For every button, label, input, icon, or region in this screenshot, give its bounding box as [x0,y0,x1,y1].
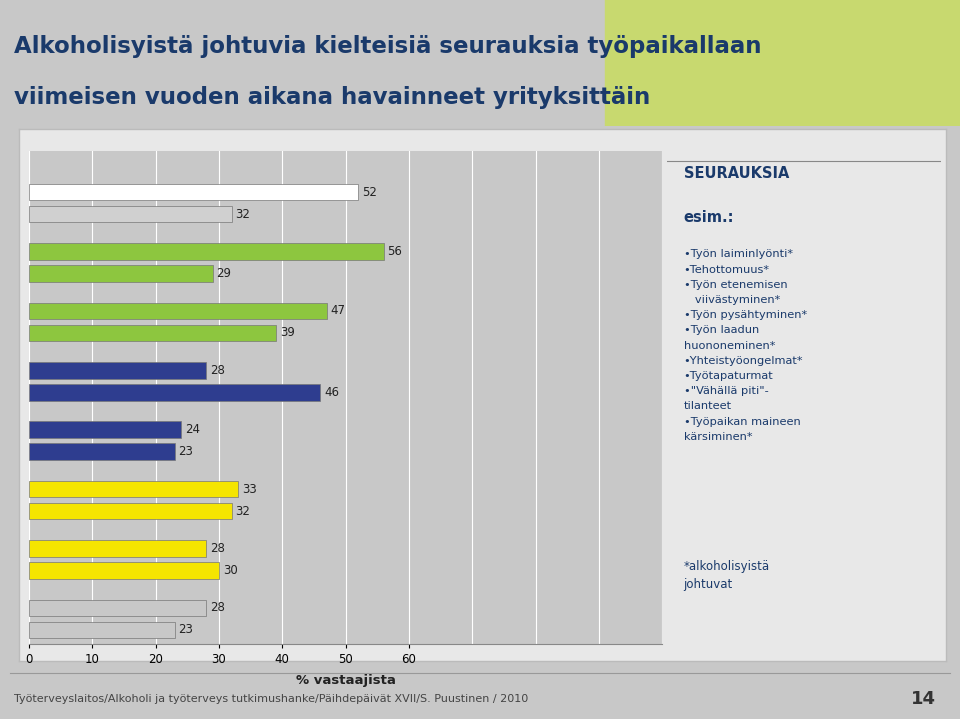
Bar [29,184,358,201]
Text: 30: 30 [223,564,237,577]
Bar [29,503,231,519]
Text: 32: 32 [235,505,251,518]
Bar [29,621,175,638]
Text: 47: 47 [330,304,346,318]
Bar [29,325,276,342]
Text: 28: 28 [210,601,225,614]
Bar [29,206,231,222]
Text: 32: 32 [235,208,251,221]
Bar [29,243,384,260]
Text: *alkoholisyistä
johtuvat: *alkoholisyistä johtuvat [684,560,770,591]
Text: 14: 14 [911,690,936,707]
Text: 52: 52 [362,186,377,198]
Text: 23: 23 [179,623,193,636]
Bar [29,421,180,438]
Text: 39: 39 [279,326,295,339]
Text: 29: 29 [216,267,231,280]
FancyBboxPatch shape [605,0,960,157]
Text: Alkoholisyistä johtuvia kielteisiä seurauksia työpaikallaan: Alkoholisyistä johtuvia kielteisiä seura… [14,35,762,58]
Text: Työterveyslaitos/Alkoholi ja työterveys tutkimushanke/Päihdepäivät XVII/S. Puust: Työterveyslaitos/Alkoholi ja työterveys … [14,694,529,703]
Text: 24: 24 [184,423,200,436]
Bar [29,384,321,400]
Bar [29,362,206,379]
Text: •Työn laiminlyönti*
•Tehottomuus*
•Työn etenemisen
   viivästyminen*
•Työn pysäh: •Työn laiminlyönti* •Tehottomuus* •Työn … [684,249,806,442]
Text: 33: 33 [242,482,256,495]
Bar [29,600,206,616]
Bar [29,444,175,460]
Bar [29,481,238,498]
Text: 23: 23 [179,445,193,458]
Bar [29,540,206,557]
Text: esim.:: esim.: [684,210,734,225]
X-axis label: % vastaajista: % vastaajista [296,674,396,687]
Text: viimeisen vuoden aikana havainneet yrityksittäin: viimeisen vuoden aikana havainneet yrity… [14,86,651,109]
Text: 28: 28 [210,364,225,377]
Bar [29,562,219,579]
Bar [29,303,326,319]
Text: 56: 56 [388,245,402,258]
Text: 46: 46 [324,386,339,399]
Text: 28: 28 [210,542,225,555]
Bar [29,265,212,282]
Text: SEURAUKSIA: SEURAUKSIA [684,166,789,180]
